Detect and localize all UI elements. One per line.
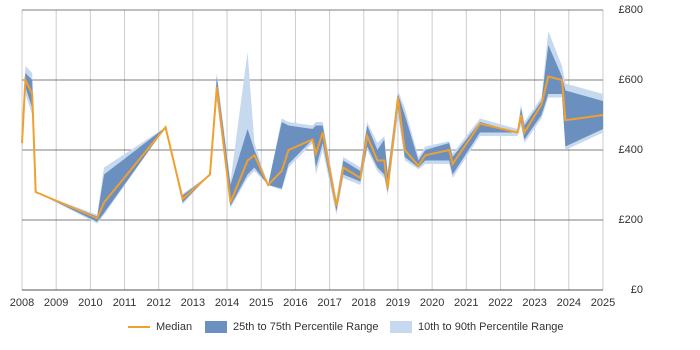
x-tick-label: 2016	[283, 297, 307, 309]
x-tick-label: 2024	[557, 297, 581, 309]
x-tick-label: 2012	[146, 297, 170, 309]
x-tick-label: 2009	[44, 297, 68, 309]
x-tick-label: 2017	[317, 297, 341, 309]
x-tick-label: 2011	[113, 297, 137, 309]
x-tick-label: 2019	[386, 297, 410, 309]
x-tick-label: 2022	[488, 297, 512, 309]
x-tick-label: 2015	[249, 297, 273, 309]
y-tick-label: £800	[619, 4, 643, 16]
x-tick-label: 2018	[352, 297, 376, 309]
legend-swatch	[390, 321, 412, 333]
y-tick-label: £200	[619, 214, 643, 226]
y-tick-label: £600	[619, 74, 643, 86]
x-tick-label: 2025	[591, 297, 615, 309]
legend-label: 25th to 75th Percentile Range	[233, 321, 379, 333]
x-tick-label: 2021	[454, 297, 478, 309]
legend-swatch	[205, 321, 227, 333]
legend-label: 10th to 90th Percentile Range	[418, 321, 564, 333]
median-line	[21, 75, 604, 220]
band	[22, 31, 603, 224]
x-tick-label: 2010	[78, 297, 102, 309]
x-tick-label: 2023	[522, 297, 546, 309]
x-tick-label: 2008	[10, 297, 34, 309]
y-tick-label: £0	[631, 284, 643, 296]
legend-label: Median	[156, 321, 192, 333]
x-tick-label: 2020	[420, 297, 444, 309]
x-tick-label: 2013	[181, 297, 205, 309]
y-tick-label: £400	[619, 144, 643, 156]
band	[22, 45, 603, 222]
x-tick-label: 2014	[215, 297, 239, 309]
